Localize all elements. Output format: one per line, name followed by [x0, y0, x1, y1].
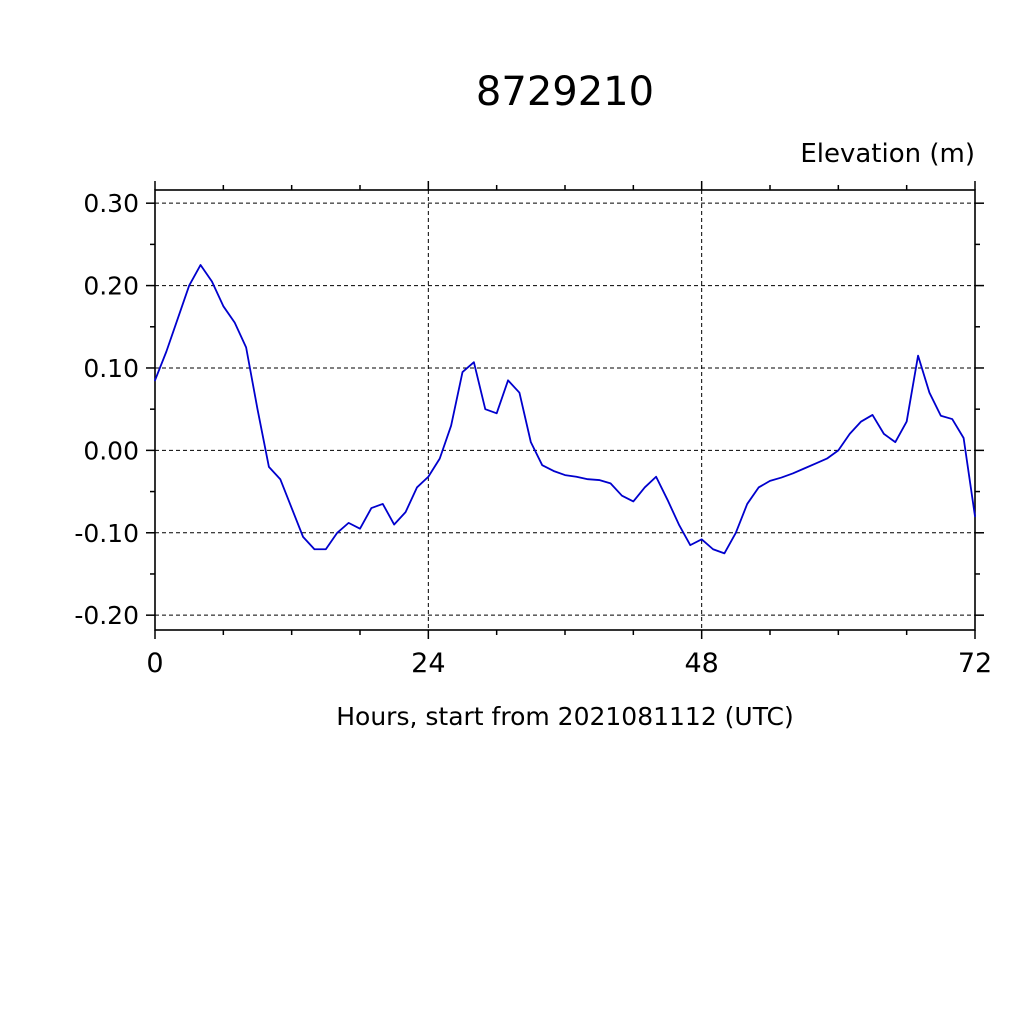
x-axis-label: Hours, start from 2021081112 (UTC) [336, 702, 794, 731]
chart-title: 8729210 [476, 69, 654, 115]
y-tick-label: 0.00 [83, 436, 139, 465]
y-tick-label: 0.10 [83, 354, 139, 383]
y-tick-label: 0.30 [83, 189, 139, 218]
x-tick-label: 48 [684, 648, 718, 679]
x-tick-label: 0 [146, 648, 163, 679]
elevation-unit-label: Elevation (m) [800, 139, 975, 169]
y-tick-label: 0.20 [83, 272, 139, 301]
x-tick-label: 72 [958, 648, 992, 679]
y-tick-label: -0.10 [74, 519, 139, 548]
y-tick-label: -0.20 [74, 601, 139, 630]
x-tick-label: 24 [411, 648, 445, 679]
plot-frame [154, 189, 976, 631]
elevation-line [154, 264, 976, 555]
